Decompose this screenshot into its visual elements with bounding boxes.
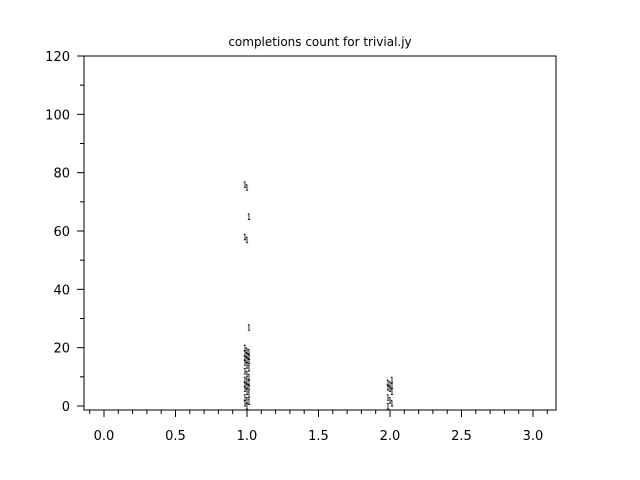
data-point bbox=[386, 402, 390, 410]
data-point bbox=[386, 383, 390, 391]
x-tick-label: 2.5 bbox=[451, 429, 472, 444]
y-tick-label: 40 bbox=[53, 283, 70, 298]
data-point bbox=[247, 383, 251, 391]
data-point bbox=[243, 233, 247, 241]
data-point bbox=[388, 396, 392, 404]
data-point bbox=[386, 393, 390, 401]
data-point bbox=[390, 399, 394, 407]
data-point bbox=[247, 357, 251, 365]
x-tick-label: 0.5 bbox=[165, 429, 186, 444]
data-point bbox=[243, 367, 247, 375]
data-point bbox=[390, 382, 394, 389]
data-point bbox=[243, 358, 247, 366]
x-tick-label: 1.5 bbox=[308, 429, 329, 444]
data-point bbox=[243, 385, 247, 392]
data-point bbox=[247, 398, 251, 406]
data-point bbox=[390, 376, 394, 384]
data-point bbox=[245, 388, 249, 395]
data-point bbox=[245, 236, 249, 244]
x-tick-label: 3.0 bbox=[523, 429, 544, 444]
data-point bbox=[243, 181, 247, 188]
y-tick-label: 80 bbox=[53, 167, 70, 182]
x-tick-label: 0.0 bbox=[94, 429, 115, 444]
data-point bbox=[245, 402, 249, 410]
x-tick-label: 2.0 bbox=[380, 429, 401, 444]
x-tick-label: 1.0 bbox=[237, 429, 258, 444]
data-point bbox=[390, 388, 394, 395]
y-tick-label: 0 bbox=[62, 400, 70, 415]
data-point bbox=[247, 391, 251, 398]
plot-area bbox=[83, 55, 557, 411]
chart-title: completions count for trivial.jy bbox=[228, 35, 411, 49]
y-tick-label: 100 bbox=[45, 108, 70, 123]
data-point bbox=[243, 399, 247, 407]
data-point bbox=[247, 213, 251, 220]
y-tick-label: 20 bbox=[53, 342, 70, 357]
data-point bbox=[245, 183, 249, 191]
data-point bbox=[247, 364, 251, 372]
data-point bbox=[247, 323, 251, 331]
y-tick-label: 120 bbox=[45, 50, 70, 65]
data-point bbox=[243, 393, 247, 401]
data-point bbox=[245, 370, 249, 378]
data-point bbox=[243, 344, 247, 352]
data-point bbox=[388, 385, 392, 392]
data-point bbox=[245, 361, 249, 369]
y-tick-label: 60 bbox=[53, 225, 70, 240]
